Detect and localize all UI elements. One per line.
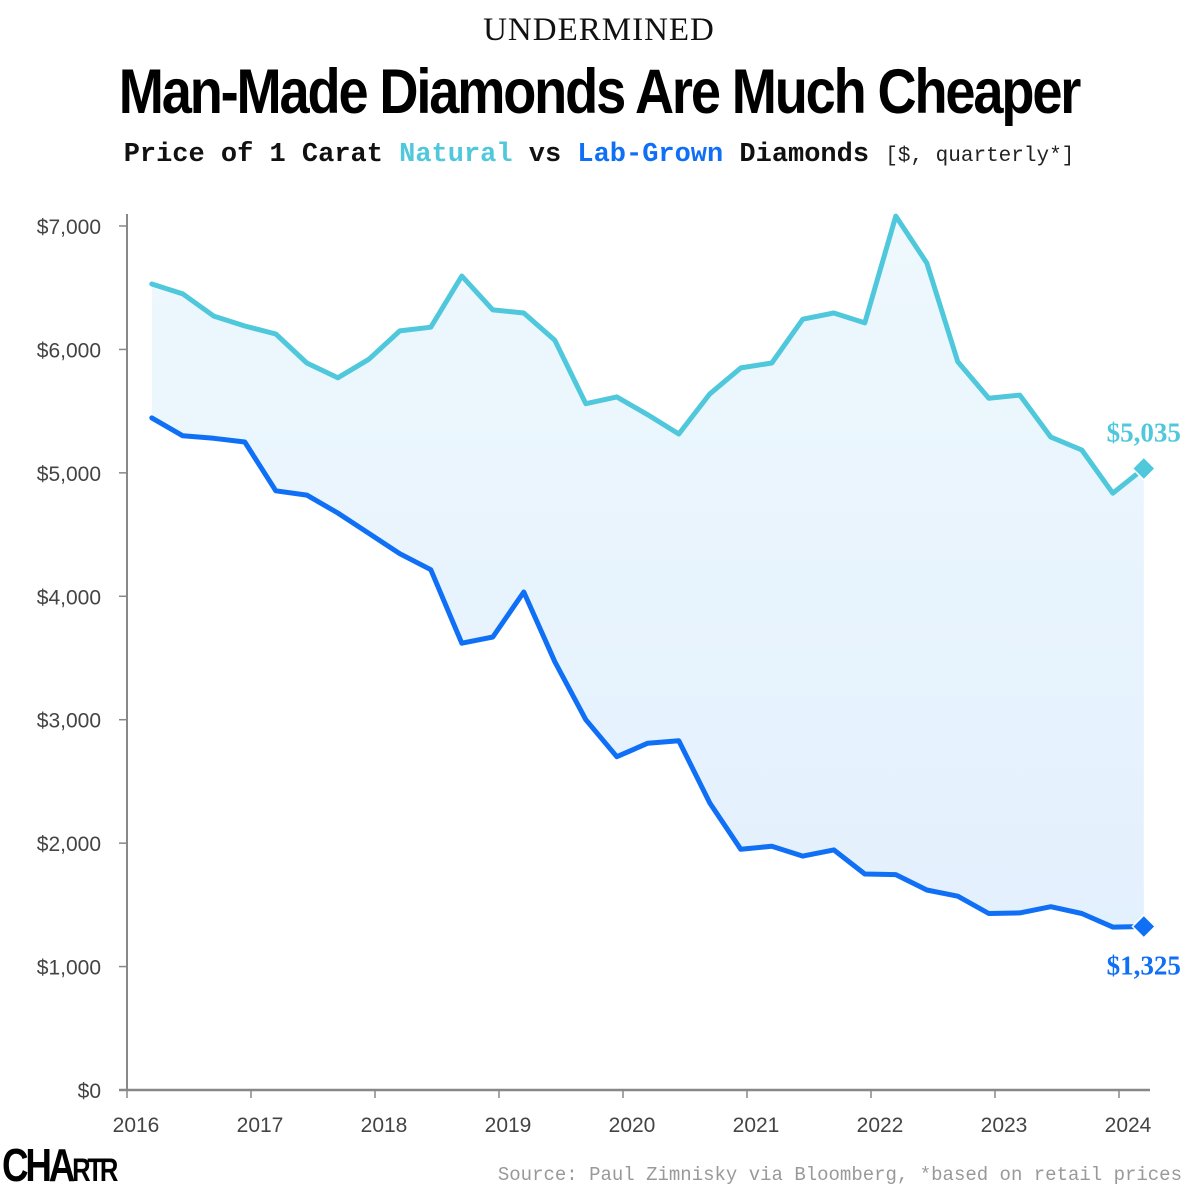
logo-small: RTR <box>72 1152 118 1188</box>
y-tick-label: $6,000 <box>37 339 101 362</box>
chartr-logo: CHARTR <box>2 1139 118 1191</box>
subtitle-lab-grown: Lab-Grown <box>577 140 724 170</box>
x-tick-label: 2022 <box>857 1114 904 1137</box>
series-lines <box>149 213 1157 939</box>
area-fill-layer <box>151 216 1144 928</box>
x-tick-label: 2016 <box>113 1114 160 1137</box>
chart-kicker: UNDERMINED <box>483 12 715 48</box>
y-tick-label: $3,000 <box>37 710 101 733</box>
subtitle-natural: Natural <box>399 140 513 170</box>
axes: $0 $1,000 $2,000 $3,000 $4,000 $5,000 $6,000 $7… <box>37 214 1152 1137</box>
x-tick-label: 2020 <box>609 1114 656 1137</box>
area-between-series <box>151 216 1144 928</box>
source-note: Source: Paul Zimnisky via Bloomberg, *ba… <box>497 1164 1182 1186</box>
y-tick-label: $5,000 <box>37 463 101 486</box>
x-tick-label: 2017 <box>237 1114 284 1137</box>
chart-title: Man-Made Diamonds Are Much Cheaper <box>118 57 1082 127</box>
y-tick-label: $7,000 <box>37 216 101 239</box>
y-tick-label: $0 <box>78 1080 101 1103</box>
chart-subtitle: Price of 1 Carat Natural vs Lab-Grown Di… <box>0 140 1198 170</box>
y-tick-label: $1,000 <box>37 957 101 980</box>
x-tick-label: 2021 <box>733 1114 780 1137</box>
series-line-natural <box>149 213 1147 496</box>
end-marker-natural <box>1131 456 1157 481</box>
x-tick-label: 2019 <box>485 1114 532 1137</box>
x-tick-label: 2024 <box>1105 1114 1152 1137</box>
subtitle-suffix: Diamonds <box>723 140 886 170</box>
y-tick-label: $4,000 <box>37 586 101 609</box>
labels: $5,035 $1,325 <box>1107 418 1181 981</box>
subtitle-vs: vs <box>512 140 578 170</box>
y-tick-label: $2,000 <box>37 833 101 856</box>
series-line-lab-grown <box>149 415 1147 930</box>
end-value-label-natural: $5,035 <box>1107 418 1181 448</box>
x-tick-label: 2023 <box>981 1114 1028 1137</box>
x-tick-label: 2018 <box>361 1114 408 1137</box>
end-value-label-lab-grown: $1,325 <box>1107 950 1181 980</box>
subtitle-prefix: Price of 1 Carat <box>123 140 400 170</box>
logo-big: CHA <box>2 1139 75 1191</box>
end-marker-lab-grown <box>1131 914 1157 939</box>
subtitle-unit: [$, quarterly*] <box>885 145 1075 168</box>
